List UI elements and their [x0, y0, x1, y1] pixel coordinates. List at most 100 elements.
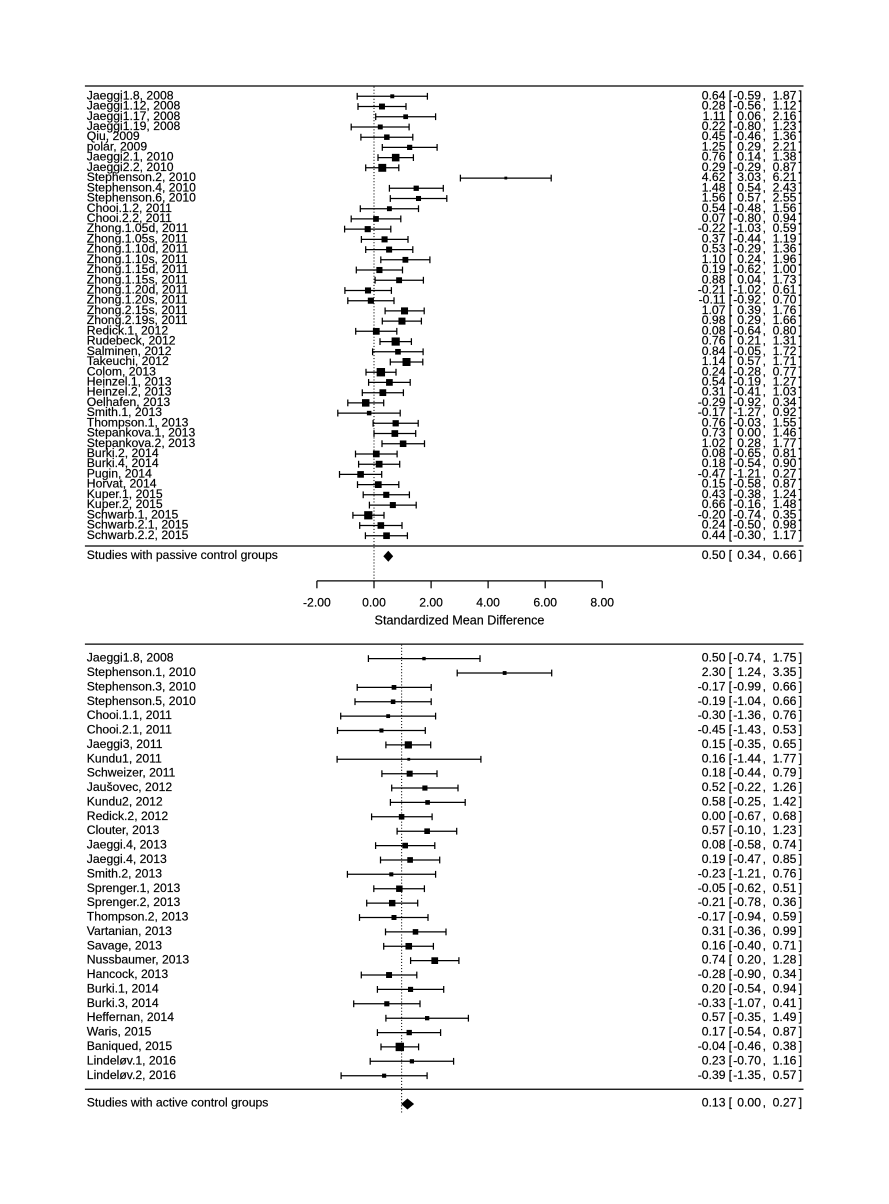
- svg-text:0.43: 0.43: [702, 487, 726, 501]
- svg-text:0.52: 0.52: [702, 780, 726, 794]
- svg-text:[: [: [729, 809, 733, 823]
- svg-text:-1.07: -1.07: [733, 996, 761, 1010]
- svg-text:Waris, 2015: Waris, 2015: [87, 1025, 152, 1039]
- svg-text:0.31: 0.31: [702, 924, 726, 938]
- svg-text:]: ]: [799, 780, 802, 794]
- svg-text:]: ]: [799, 88, 802, 102]
- svg-text:[: [: [729, 507, 733, 521]
- svg-text:-0.35: -0.35: [733, 737, 761, 751]
- svg-text:Stephenson.1, 2010: Stephenson.1, 2010: [87, 665, 196, 679]
- svg-text:[: [: [729, 385, 733, 399]
- svg-text:1.96: 1.96: [773, 252, 797, 266]
- svg-text:-0.46: -0.46: [733, 1039, 761, 1053]
- svg-text:]: ]: [799, 405, 802, 419]
- svg-text:[: [: [729, 99, 733, 113]
- svg-text:1.48: 1.48: [773, 497, 797, 511]
- svg-text:[: [: [729, 477, 733, 491]
- svg-text:Studies with active control gr: Studies with active control groups: [87, 1096, 269, 1110]
- svg-text:0.20: 0.20: [737, 953, 761, 967]
- svg-text:]: ]: [799, 395, 802, 409]
- svg-text:Stephenson.4, 2010: Stephenson.4, 2010: [87, 180, 196, 194]
- svg-text:Thompson.2, 2013: Thompson.2, 2013: [87, 910, 189, 924]
- svg-text:0.22: 0.22: [702, 119, 726, 133]
- svg-text:Burki.3, 2014: Burki.3, 2014: [87, 996, 159, 1010]
- svg-text:,: ,: [763, 953, 766, 967]
- svg-text:0.34: 0.34: [773, 967, 797, 981]
- svg-text:,: ,: [763, 170, 766, 184]
- svg-text:Heffernan, 2014: Heffernan, 2014: [87, 1010, 174, 1024]
- svg-text:0.77: 0.77: [773, 364, 797, 378]
- svg-text:1.36: 1.36: [773, 242, 797, 256]
- svg-text:Jaeggi1.17, 2008: Jaeggi1.17, 2008: [87, 109, 181, 123]
- svg-text:0.92: 0.92: [773, 405, 797, 419]
- svg-text:Zhong.1.20s, 2011: Zhong.1.20s, 2011: [87, 293, 188, 307]
- svg-text:,: ,: [763, 456, 766, 470]
- svg-text:,: ,: [763, 242, 766, 256]
- svg-text:,: ,: [763, 795, 766, 809]
- svg-text:]: ]: [799, 344, 802, 358]
- svg-text:,: ,: [763, 283, 766, 297]
- svg-text:-0.65: -0.65: [733, 446, 761, 460]
- svg-text:1.66: 1.66: [773, 313, 797, 327]
- svg-text:Redick.1, 2012: Redick.1, 2012: [87, 323, 169, 337]
- svg-text:[: [: [729, 323, 733, 337]
- svg-text:[: [: [729, 780, 733, 794]
- svg-text:]: ]: [799, 809, 802, 823]
- svg-text:[: [: [729, 334, 733, 348]
- svg-text:,: ,: [763, 881, 766, 895]
- svg-text:]: ]: [799, 938, 802, 952]
- svg-text:1.23: 1.23: [773, 119, 797, 133]
- svg-text:0.00: 0.00: [737, 1096, 761, 1110]
- svg-text:1.16: 1.16: [773, 1053, 797, 1067]
- svg-text:-0.62: -0.62: [733, 262, 761, 276]
- svg-text:0.36: 0.36: [773, 895, 797, 909]
- svg-text:]: ]: [799, 823, 802, 837]
- svg-text:0.58: 0.58: [702, 795, 726, 809]
- svg-text:Kundu2, 2012: Kundu2, 2012: [87, 795, 163, 809]
- svg-text:0.23: 0.23: [702, 1053, 726, 1067]
- svg-text:Smith.1, 2013: Smith.1, 2013: [87, 405, 162, 419]
- svg-text:0.98: 0.98: [702, 313, 726, 327]
- svg-text:,: ,: [763, 395, 766, 409]
- svg-text:0.41: 0.41: [773, 996, 797, 1010]
- svg-text:]: ]: [799, 293, 802, 307]
- svg-text:]: ]: [799, 737, 802, 751]
- svg-text:0.24: 0.24: [737, 252, 761, 266]
- svg-text:]: ]: [799, 436, 802, 450]
- svg-text:-0.21: -0.21: [698, 895, 726, 909]
- svg-text:1.26: 1.26: [773, 780, 797, 794]
- svg-text:0.16: 0.16: [702, 938, 726, 952]
- svg-text:,: ,: [763, 838, 766, 852]
- svg-text:-0.28: -0.28: [698, 967, 726, 981]
- svg-text:Smith.2, 2013: Smith.2, 2013: [87, 866, 162, 880]
- svg-text:Nussbaumer, 2013: Nussbaumer, 2013: [87, 953, 190, 967]
- svg-text:,: ,: [763, 477, 766, 491]
- svg-text:0.57: 0.57: [773, 1068, 797, 1082]
- svg-text:4.00: 4.00: [476, 596, 500, 610]
- svg-text:,: ,: [763, 996, 766, 1010]
- svg-text:-0.92: -0.92: [733, 395, 761, 409]
- svg-text:]: ]: [799, 150, 802, 164]
- svg-text:polár, 2009: polár, 2009: [87, 139, 148, 153]
- svg-text:-1.36: -1.36: [733, 708, 761, 722]
- svg-text:,: ,: [763, 262, 766, 276]
- svg-text:-0.45: -0.45: [698, 723, 726, 737]
- svg-text:[: [: [729, 996, 733, 1010]
- svg-text:Zhong.1.15s, 2011: Zhong.1.15s, 2011: [87, 272, 188, 286]
- svg-text:,: ,: [763, 323, 766, 337]
- svg-text:[: [: [729, 139, 733, 153]
- svg-text:Sprenger.2, 2013: Sprenger.2, 2013: [87, 895, 181, 909]
- svg-text:,: ,: [763, 1010, 766, 1024]
- svg-text:[: [: [729, 795, 733, 809]
- svg-text:,: ,: [763, 665, 766, 679]
- svg-text:0.18: 0.18: [702, 766, 726, 780]
- svg-text:0.76: 0.76: [773, 866, 797, 880]
- svg-text:0.24: 0.24: [702, 364, 726, 378]
- svg-text:-0.54: -0.54: [733, 456, 761, 470]
- svg-text:-1.44: -1.44: [733, 751, 761, 765]
- svg-text:,: ,: [763, 436, 766, 450]
- svg-text:-0.36: -0.36: [733, 924, 761, 938]
- svg-text:]: ]: [799, 119, 802, 133]
- svg-text:Schweizer, 2011: Schweizer, 2011: [87, 766, 176, 780]
- svg-text:]: ]: [799, 262, 802, 276]
